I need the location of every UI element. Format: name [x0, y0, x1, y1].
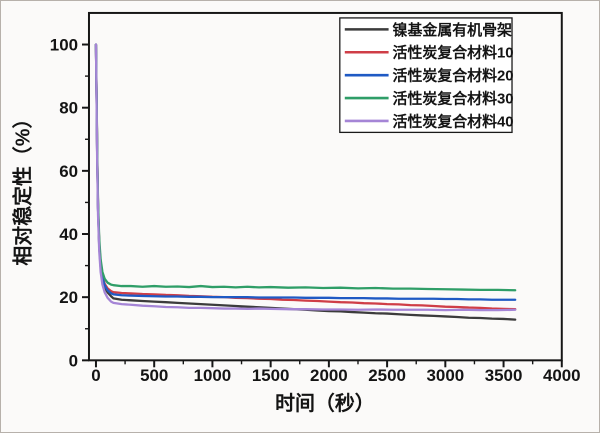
x-tick-label: 4000: [543, 366, 581, 385]
legend-label: 活性炭复合材料30: [393, 90, 514, 108]
series-line-3: [94, 43, 517, 292]
y-tick-label: 0: [69, 351, 78, 370]
y-tick-label: 100: [50, 35, 78, 54]
y-tick-label: 80: [59, 99, 78, 118]
x-tick-label: 1000: [194, 366, 232, 385]
y-axis-title: 相对稳定性（%）: [10, 109, 34, 266]
x-axis-title: 时间（秒）: [275, 391, 374, 415]
y-tick-label: 20: [59, 288, 78, 307]
x-tick-label: 1500: [252, 366, 290, 385]
legend-label: 镍基金属有机骨架: [393, 21, 512, 39]
x-tick-label: 3000: [427, 366, 465, 385]
plot-area: 0 500 1000 1500 2000 2500 3000 3500 4000 0 20 40 60 8…: [50, 11, 581, 385]
x-tick-label: 2000: [310, 366, 348, 385]
legend-label: 活性炭复合材料20: [393, 67, 514, 85]
y-tick-label: 40: [59, 225, 78, 244]
plot-frame: [87, 11, 563, 362]
y-tick-label: 60: [59, 162, 78, 181]
x-tick-label: 3500: [485, 366, 523, 385]
legend-label: 活性炭复合材料10: [393, 44, 514, 62]
series-line-2: [94, 43, 517, 301]
legend-label: 活性炭复合材料40: [393, 112, 514, 130]
x-tick-label: 2500: [368, 366, 406, 385]
x-tick-label: 0: [91, 366, 100, 385]
x-tick-label: 500: [140, 366, 168, 385]
series-line-4: [94, 43, 517, 312]
